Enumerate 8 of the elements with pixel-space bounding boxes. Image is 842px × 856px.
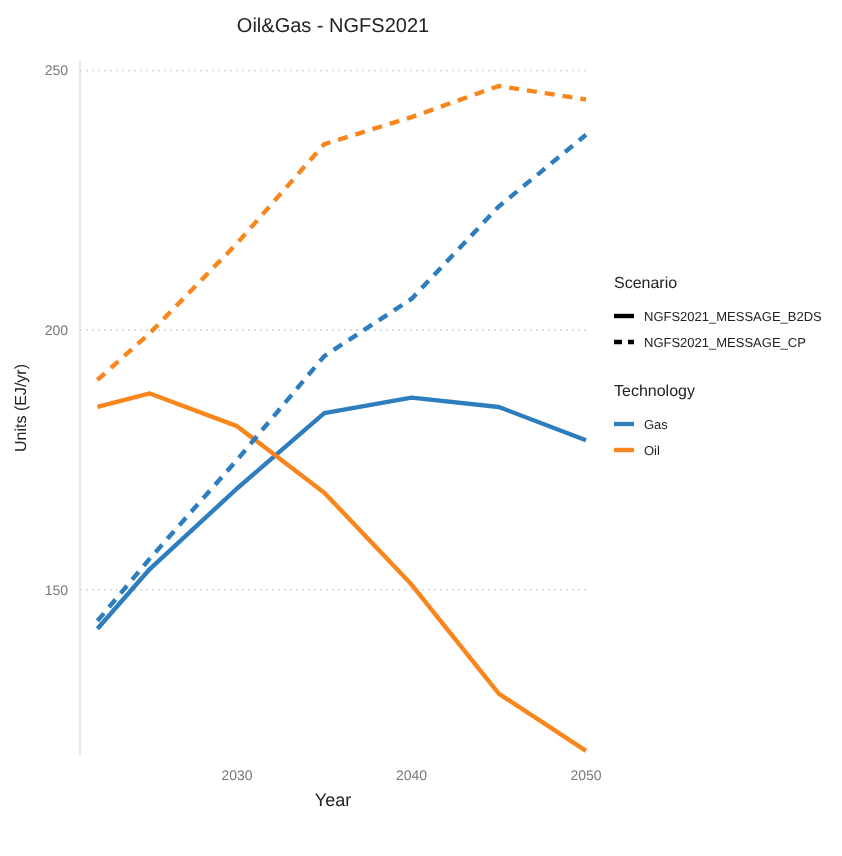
line-series: [95, 132, 589, 624]
y-axis-title: Units (EJ/yr): [12, 363, 30, 452]
line-series: [95, 391, 589, 754]
line-series: [95, 83, 589, 383]
chart-title: Oil&Gas - NGFS2021: [236, 16, 431, 38]
legend-title: Technology: [614, 382, 695, 400]
text: Scenario: [614, 274, 679, 292]
x-axis-title: Year: [314, 790, 352, 810]
